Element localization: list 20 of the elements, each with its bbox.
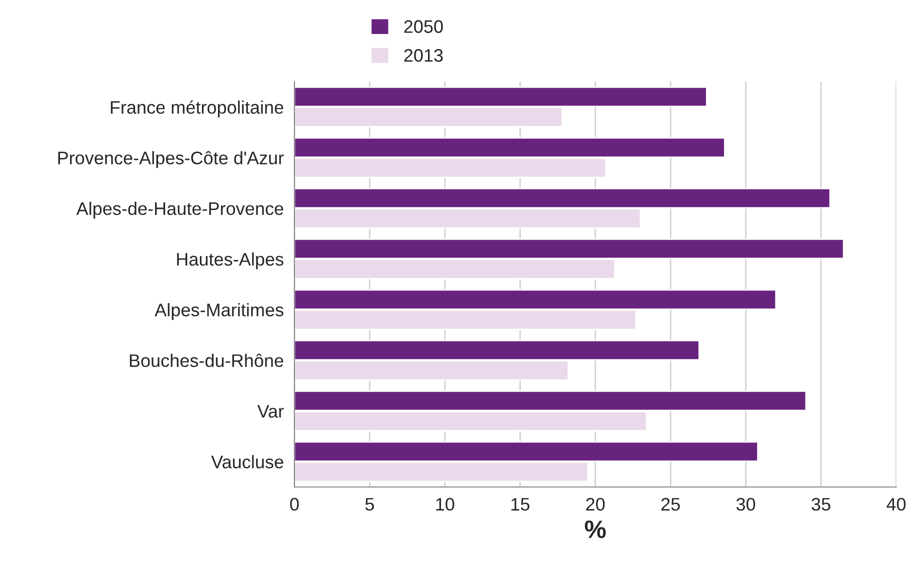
y-tick-label: Hautes-Alpes (177, 252, 284, 270)
x-tick-label: 0 (290, 498, 299, 511)
legend-label: 2050 (404, 20, 443, 33)
x-axis-title: % (584, 520, 606, 538)
x-tick-label: 5 (365, 498, 374, 511)
y-tick-label: Alpes-de-Haute-Provence (76, 202, 284, 219)
x-tick-label: 15 (511, 498, 530, 511)
x-tick-label: 30 (736, 498, 756, 511)
y-tick-label: France métropolitaine (110, 100, 284, 118)
y-tick-label: Vaucluse (211, 455, 284, 468)
x-tick-label: 35 (812, 498, 830, 511)
x-tick-label: 20 (586, 498, 605, 511)
x-tick-label: 40 (886, 498, 906, 511)
y-tick-label: Alpes-Maritimes (154, 303, 284, 320)
y-tick-label: Var (257, 405, 284, 418)
x-tick-label: 10 (436, 498, 454, 511)
y-tick-label: Bouches-du-Rhône (130, 354, 284, 368)
legend-label: 2013 (404, 49, 443, 62)
x-tick-label: 25 (661, 498, 680, 511)
y-tick-label: Provence-Alpes-Côte d'Azur (58, 151, 284, 168)
